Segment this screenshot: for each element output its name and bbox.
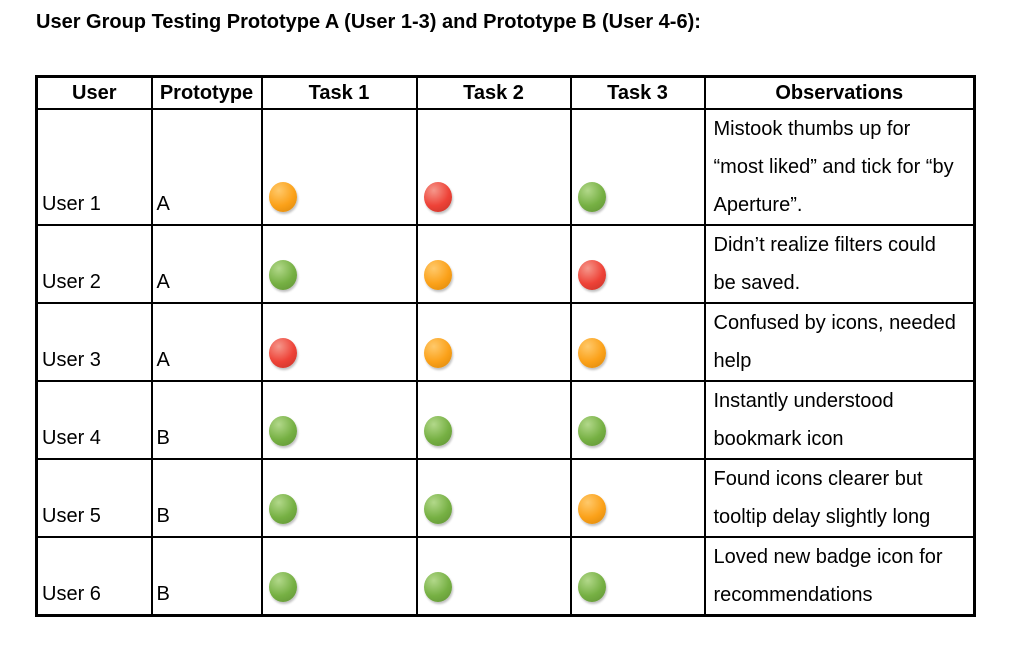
- user-cell: User 5: [35, 458, 153, 538]
- task1-cell: [260, 108, 418, 226]
- prototype-cell: B: [150, 380, 263, 460]
- table-row: User 5 B Found icons clearer but tooltip…: [35, 458, 976, 538]
- status-dot-green: [577, 416, 606, 446]
- observation-cell: Mistook thumbs up for “most liked” and t…: [703, 108, 976, 226]
- observation-cell: Didn’t realize filters could be saved.: [703, 224, 976, 304]
- prototype-cell: B: [150, 458, 263, 538]
- status-dot-green: [268, 572, 297, 602]
- col-header-task2: Task 2: [415, 75, 572, 110]
- task2-cell: [415, 536, 572, 617]
- user-cell: User 4: [35, 380, 153, 460]
- status-dot-orange: [423, 260, 452, 290]
- task3-cell: [569, 302, 706, 382]
- task2-cell: [415, 380, 572, 460]
- status-dot-green: [268, 416, 297, 446]
- status-dot-red: [577, 260, 606, 290]
- task2-cell: [415, 302, 572, 382]
- status-dot-green: [268, 260, 297, 290]
- status-dot-green: [423, 494, 452, 524]
- observation-cell: Confused by icons, needed help: [703, 302, 976, 382]
- status-dot-green: [423, 572, 452, 602]
- status-dot-orange: [268, 182, 297, 212]
- user-cell: User 2: [35, 224, 153, 304]
- col-header-observations: Observations: [703, 75, 976, 110]
- task2-cell: [415, 224, 572, 304]
- table-row: User 6 B Loved new badge icon for recomm…: [35, 536, 976, 617]
- header-row: User Prototype Task 1 Task 2 Task 3 Obse…: [35, 75, 976, 110]
- user-cell: User 3: [35, 302, 153, 382]
- observation-cell: Loved new badge icon for recommendations: [703, 536, 976, 617]
- task1-cell: [260, 302, 418, 382]
- task2-cell: [415, 108, 572, 226]
- table-row: User 3 A Confused by icons, needed help: [35, 302, 976, 382]
- page-title: User Group Testing Prototype A (User 1-3…: [36, 11, 701, 33]
- col-header-prototype: Prototype: [150, 75, 263, 110]
- prototype-cell: A: [150, 302, 263, 382]
- table-row: User 1 A Mistook thumbs up for “most lik…: [35, 108, 976, 226]
- task3-cell: [569, 380, 706, 460]
- task1-cell: [260, 536, 418, 617]
- observation-cell: Instantly understood bookmark icon: [703, 380, 976, 460]
- observation-cell: Found icons clearer but tooltip delay sl…: [703, 458, 976, 538]
- task1-cell: [260, 380, 418, 460]
- user-testing-table: User Prototype Task 1 Task 2 Task 3 Obse…: [35, 75, 976, 617]
- task2-cell: [415, 458, 572, 538]
- status-dot-green: [577, 182, 606, 212]
- status-dot-orange: [577, 338, 606, 368]
- status-dot-orange: [423, 338, 452, 368]
- task1-cell: [260, 224, 418, 304]
- task3-cell: [569, 536, 706, 617]
- prototype-cell: A: [150, 108, 263, 226]
- task3-cell: [569, 108, 706, 226]
- col-header-task1: Task 1: [260, 75, 418, 110]
- status-dot-orange: [577, 494, 606, 524]
- task1-cell: [260, 458, 418, 538]
- task3-cell: [569, 224, 706, 304]
- user-cell: User 1: [35, 108, 153, 226]
- prototype-cell: A: [150, 224, 263, 304]
- user-cell: User 6: [35, 536, 153, 617]
- prototype-cell: B: [150, 536, 263, 617]
- status-dot-red: [423, 182, 452, 212]
- col-header-task3: Task 3: [569, 75, 706, 110]
- status-dot-green: [268, 494, 297, 524]
- task3-cell: [569, 458, 706, 538]
- status-dot-green: [577, 572, 606, 602]
- status-dot-red: [268, 338, 297, 368]
- col-header-user: User: [35, 75, 153, 110]
- status-dot-green: [423, 416, 452, 446]
- table-row: User 4 B Instantly understood bookmark i…: [35, 380, 976, 460]
- table-row: User 2 A Didn’t realize filters could be…: [35, 224, 976, 304]
